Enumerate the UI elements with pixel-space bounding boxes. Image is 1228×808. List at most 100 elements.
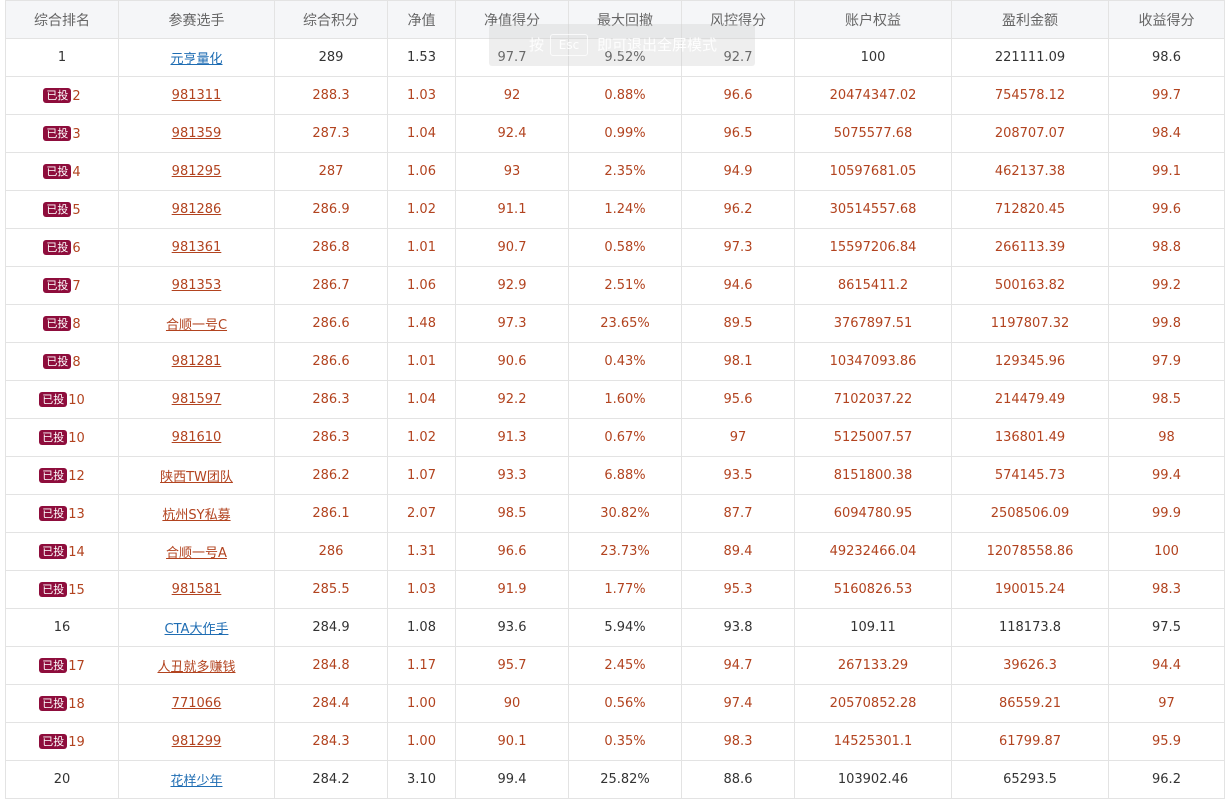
table-row: 已投 4 981295 287 1.06 93 2.35% 94.9 10597681.05 46… bbox=[5, 152, 1225, 191]
player-cell: 陕西TW团队 bbox=[118, 456, 275, 495]
player-link[interactable]: 981281 bbox=[171, 354, 222, 369]
rank-cell: 已投 5 bbox=[5, 190, 119, 229]
risk-score-cell: 93.5 bbox=[681, 456, 795, 495]
player-cell: 981353 bbox=[118, 266, 275, 305]
rank-value: 13 bbox=[68, 506, 85, 522]
header-player[interactable]: 参赛选手 bbox=[118, 0, 275, 39]
player-link[interactable]: 杭州SY私募 bbox=[162, 508, 231, 523]
max-drawdown-cell: 23.73% bbox=[568, 532, 682, 571]
return-score-cell: 99.9 bbox=[1108, 494, 1225, 533]
risk-score-cell: 94.9 bbox=[681, 152, 795, 191]
player-link[interactable]: 花样少年 bbox=[170, 774, 223, 789]
player-link[interactable]: 合顺一号A bbox=[166, 546, 227, 561]
player-cell: 杭州SY私募 bbox=[118, 494, 275, 533]
player-link[interactable]: 981597 bbox=[171, 392, 222, 407]
table-row: 1 元亨量化 289 1.53 97.7 9.52% 92.7 100 221111.09 98.… bbox=[5, 38, 1225, 77]
equity-cell: 8615411.2 bbox=[794, 266, 952, 305]
profit-cell: 462137.38 bbox=[951, 152, 1109, 191]
player-cell: 981295 bbox=[118, 152, 275, 191]
nav-cell: 1.08 bbox=[387, 608, 456, 647]
player-link[interactable]: 元亨量化 bbox=[170, 52, 223, 67]
table-row: 已投 7 981353 286.7 1.06 92.9 2.51% 94.6 8615411.2… bbox=[5, 266, 1225, 305]
max-drawdown-cell: 0.99% bbox=[568, 114, 682, 153]
player-cell: 981361 bbox=[118, 228, 275, 267]
rank-cell: 已投 8 bbox=[5, 304, 119, 343]
player-link[interactable]: 981299 bbox=[171, 734, 222, 749]
header-rank[interactable]: 综合排名 bbox=[5, 0, 119, 39]
player-cell: 合顺一号A bbox=[118, 532, 275, 571]
invested-badge: 已投 bbox=[39, 505, 68, 521]
header-profit[interactable]: 盈利金额 bbox=[951, 0, 1109, 39]
rank-value: 18 bbox=[68, 696, 85, 712]
player-link[interactable]: 合顺一号C bbox=[165, 318, 228, 333]
equity-cell: 14525301.1 bbox=[794, 722, 952, 761]
return-score-cell: 98.5 bbox=[1108, 380, 1225, 419]
player-cell: 981299 bbox=[118, 722, 275, 761]
rank-cell: 已投 19 bbox=[5, 722, 119, 761]
total-score-cell: 286.7 bbox=[274, 266, 388, 305]
return-score-cell: 99.2 bbox=[1108, 266, 1225, 305]
equity-cell: 5160826.53 bbox=[794, 570, 952, 609]
profit-cell: 86559.21 bbox=[951, 684, 1109, 723]
invested-badge: 已投 bbox=[39, 543, 68, 559]
return-score-cell: 98.8 bbox=[1108, 228, 1225, 267]
header-equity[interactable]: 账户权益 bbox=[794, 0, 952, 39]
risk-score-cell: 94.6 bbox=[681, 266, 795, 305]
player-link[interactable]: 981353 bbox=[171, 278, 222, 293]
nav-score-cell: 92.2 bbox=[455, 380, 569, 419]
max-drawdown-cell: 0.58% bbox=[568, 228, 682, 267]
player-link[interactable]: 981286 bbox=[171, 202, 222, 217]
player-link[interactable]: 981581 bbox=[171, 582, 222, 597]
rank-cell: 1 bbox=[5, 38, 119, 77]
table-row: 已投 18 771066 284.4 1.00 90 0.56% 97.4 20570852.2… bbox=[5, 684, 1225, 723]
table-row: 已投 10 981610 286.3 1.02 91.3 0.67% 97 5125007.57… bbox=[5, 418, 1225, 457]
risk-score-cell: 92.7 bbox=[681, 38, 795, 77]
nav-score-cell: 93 bbox=[455, 152, 569, 191]
profit-cell: 266113.39 bbox=[951, 228, 1109, 267]
invested-badge: 已投 bbox=[43, 353, 72, 369]
table-row: 已投 3 981359 287.3 1.04 92.4 0.99% 96.5 5075577.6… bbox=[5, 114, 1225, 153]
nav-cell: 1.04 bbox=[387, 114, 456, 153]
nav-cell: 1.31 bbox=[387, 532, 456, 571]
profit-cell: 214479.49 bbox=[951, 380, 1109, 419]
max-drawdown-cell: 1.24% bbox=[568, 190, 682, 229]
max-drawdown-cell: 30.82% bbox=[568, 494, 682, 533]
player-link[interactable]: 981295 bbox=[171, 164, 222, 179]
total-score-cell: 284.4 bbox=[274, 684, 388, 723]
max-drawdown-cell: 0.43% bbox=[568, 342, 682, 381]
player-link[interactable]: 981361 bbox=[171, 240, 222, 255]
rank-cell: 16 bbox=[5, 608, 119, 647]
player-link[interactable]: 陕西TW团队 bbox=[160, 470, 233, 485]
profit-cell: 190015.24 bbox=[951, 570, 1109, 609]
max-drawdown-cell: 5.94% bbox=[568, 608, 682, 647]
player-link[interactable]: 人丑就多赚钱 bbox=[157, 660, 236, 675]
table-row: 已投 12 陕西TW团队 286.2 1.07 93.3 6.88% 93.5 8151800.… bbox=[5, 456, 1225, 495]
profit-cell: 208707.07 bbox=[951, 114, 1109, 153]
header-nav-score[interactable]: 净值得分 bbox=[455, 0, 569, 39]
header-max-drawdown[interactable]: 最大回撤 bbox=[568, 0, 682, 39]
player-link[interactable]: CTA大作手 bbox=[164, 622, 229, 637]
total-score-cell: 284.8 bbox=[274, 646, 388, 685]
invested-badge: 已投 bbox=[43, 163, 72, 179]
player-cell: 981359 bbox=[118, 114, 275, 153]
rank-cell: 已投 3 bbox=[5, 114, 119, 153]
player-link[interactable]: 981359 bbox=[171, 126, 222, 141]
header-total-score[interactable]: 综合积分 bbox=[274, 0, 388, 39]
player-link[interactable]: 771066 bbox=[171, 696, 222, 711]
table-header: 综合排名 参赛选手 综合积分 净值 净值得分 最大回撤 风控得分 账户权益 盈利… bbox=[5, 0, 1225, 39]
table-row: 已投 14 合顺一号A 286 1.31 96.6 23.73% 89.4 49232466.0… bbox=[5, 532, 1225, 571]
invested-badge: 已投 bbox=[39, 391, 68, 407]
rank-value: 1 bbox=[57, 50, 67, 65]
invested-badge: 已投 bbox=[43, 277, 72, 293]
max-drawdown-cell: 0.56% bbox=[568, 684, 682, 723]
rank-value: 7 bbox=[72, 278, 81, 294]
player-link[interactable]: 981610 bbox=[171, 430, 222, 445]
header-nav[interactable]: 净值 bbox=[387, 0, 456, 39]
header-risk-score[interactable]: 风控得分 bbox=[681, 0, 795, 39]
table-row: 已投 15 981581 285.5 1.03 91.9 1.77% 95.3 5160826.… bbox=[5, 570, 1225, 609]
risk-score-cell: 89.5 bbox=[681, 304, 795, 343]
invested-badge: 已投 bbox=[39, 581, 68, 597]
player-link[interactable]: 981311 bbox=[171, 88, 222, 103]
header-return-score[interactable]: 收益得分 bbox=[1108, 0, 1225, 39]
equity-cell: 5125007.57 bbox=[794, 418, 952, 457]
